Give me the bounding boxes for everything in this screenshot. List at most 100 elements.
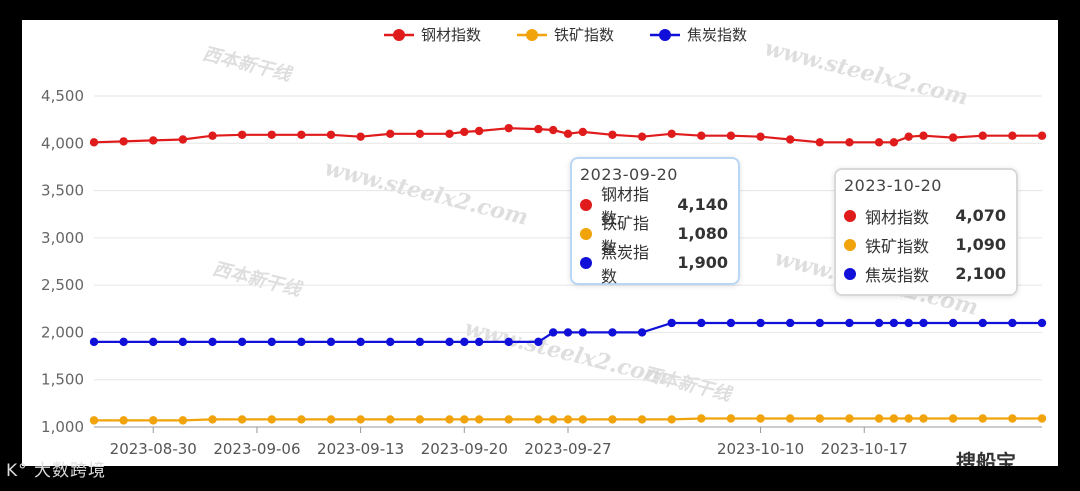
data-point bbox=[119, 416, 128, 425]
data-point bbox=[504, 415, 513, 424]
data-point bbox=[785, 135, 795, 144]
data-point bbox=[297, 337, 306, 347]
data-point bbox=[460, 415, 469, 424]
tooltip-row: 焦炭指数 1,900 bbox=[580, 243, 728, 286]
data-point bbox=[815, 138, 825, 147]
data-point bbox=[697, 131, 706, 140]
data-point bbox=[415, 415, 425, 424]
data-point bbox=[89, 337, 99, 347]
data-point bbox=[889, 318, 899, 328]
tooltip-date: 2023-09-20 bbox=[580, 165, 678, 184]
tooltip-value: 4,070 bbox=[955, 206, 1006, 225]
data-point bbox=[845, 414, 854, 423]
data-point bbox=[548, 415, 558, 424]
tooltip-date: 2023-10-20 bbox=[844, 176, 942, 195]
data-point bbox=[208, 415, 217, 424]
chart-panel: www.steelx2.com www.steelx2.com www.stee… bbox=[22, 20, 1058, 466]
data-point bbox=[237, 130, 247, 139]
data-point bbox=[608, 130, 617, 139]
data-point bbox=[1037, 414, 1047, 423]
data-point bbox=[460, 127, 469, 137]
y-tick-label: 1,000 bbox=[41, 418, 84, 436]
data-point bbox=[504, 337, 513, 347]
data-point bbox=[845, 138, 854, 147]
data-point bbox=[356, 337, 365, 347]
tooltip-series-name: 铁矿指数 bbox=[865, 236, 930, 256]
tooltip-series-name: 铁矿指数 bbox=[601, 213, 650, 257]
legend-label: 铁矿指数 bbox=[554, 26, 614, 44]
data-point bbox=[948, 318, 958, 328]
data-point bbox=[1037, 318, 1047, 328]
data-point bbox=[415, 129, 425, 139]
x-tick-label: 2023-09-27 bbox=[524, 440, 611, 458]
data-point bbox=[89, 416, 99, 425]
footer-brand: K° 大数跨境 bbox=[6, 461, 107, 481]
data-point bbox=[326, 130, 336, 139]
data-point bbox=[534, 337, 543, 347]
tooltip-row: 铁矿指数 1,080 bbox=[580, 214, 728, 257]
data-point bbox=[460, 337, 469, 347]
y-tick-label: 4,500 bbox=[41, 87, 84, 105]
data-point bbox=[474, 126, 484, 136]
data-point bbox=[386, 129, 395, 139]
data-point bbox=[326, 415, 336, 424]
data-point bbox=[178, 135, 188, 144]
data-point bbox=[756, 414, 765, 423]
data-point bbox=[267, 415, 276, 424]
source-badge: 搜船宝 bbox=[950, 444, 1022, 466]
data-point bbox=[889, 414, 899, 423]
y-tick-label: 2,000 bbox=[41, 323, 84, 341]
data-point bbox=[208, 131, 217, 140]
tooltip-row: 钢材指数 4,070 bbox=[844, 201, 1006, 230]
x-tick-label: 2023-09-20 bbox=[421, 440, 508, 458]
data-point bbox=[1008, 414, 1017, 423]
data-point bbox=[1008, 318, 1017, 328]
data-point bbox=[149, 337, 158, 347]
data-point bbox=[326, 337, 336, 347]
data-point bbox=[178, 416, 188, 425]
data-point bbox=[1037, 131, 1047, 140]
data-point bbox=[178, 337, 188, 347]
data-point bbox=[237, 337, 247, 347]
x-tick-label: 2023-09-06 bbox=[213, 440, 300, 458]
series-dot bbox=[580, 198, 592, 211]
data-point bbox=[474, 415, 484, 424]
data-point bbox=[474, 337, 484, 347]
data-point bbox=[119, 137, 128, 146]
data-point bbox=[874, 318, 884, 328]
data-point bbox=[297, 130, 306, 139]
data-point bbox=[637, 132, 647, 141]
legend-marker bbox=[526, 29, 538, 41]
data-point bbox=[667, 129, 676, 139]
x-tick-label: 2023-08-30 bbox=[110, 440, 197, 458]
tooltip-series-name: 焦炭指数 bbox=[865, 265, 930, 285]
data-point bbox=[726, 318, 736, 328]
legend-label: 焦炭指数 bbox=[687, 26, 747, 44]
data-point bbox=[445, 129, 454, 139]
data-point bbox=[208, 337, 217, 347]
tooltip-series-name: 钢材指数 bbox=[601, 184, 650, 228]
tooltip-value: 1,090 bbox=[955, 235, 1006, 254]
series-dot bbox=[844, 238, 856, 251]
data-point bbox=[726, 131, 736, 140]
x-tick-label: 2023-09-13 bbox=[317, 440, 404, 458]
data-point bbox=[948, 133, 958, 142]
data-point bbox=[756, 132, 765, 141]
tooltip-2: 2023-10-20 钢材指数 4,070 铁矿指数 1,090 焦炭指数 2,… bbox=[834, 168, 1018, 296]
data-point bbox=[726, 414, 736, 423]
data-point bbox=[445, 415, 454, 424]
series-dot bbox=[580, 227, 592, 240]
data-point bbox=[445, 337, 454, 347]
line-chart: 1,000 1,500 2,000 2,500 3,000 3,500 4,000 4,500… bbox=[41, 26, 1047, 458]
data-point bbox=[667, 415, 676, 424]
data-point bbox=[386, 337, 395, 347]
tooltip-1: 2023-09-20 钢材指数 4,140 铁矿指数 1,080 焦炭指数 1,… bbox=[570, 157, 740, 286]
data-point bbox=[563, 129, 573, 139]
data-point bbox=[919, 318, 928, 328]
series-dot bbox=[580, 256, 592, 269]
y-tick-label: 4,000 bbox=[41, 134, 84, 152]
tooltip-row: 钢材指数 4,140 bbox=[580, 185, 728, 228]
data-point bbox=[815, 414, 825, 423]
data-point bbox=[119, 337, 128, 347]
data-point bbox=[667, 318, 676, 328]
